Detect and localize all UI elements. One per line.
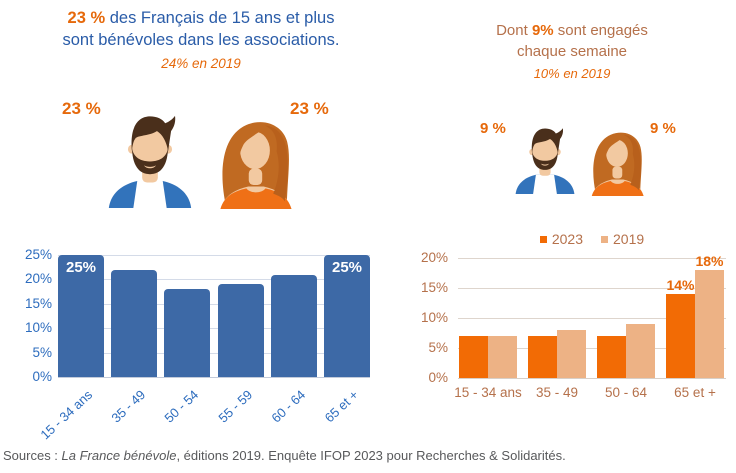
bar-2023-65 et + (666, 294, 695, 378)
right-title-pre: Dont (496, 22, 532, 39)
bar-55 - 59 (217, 284, 264, 377)
x-axis-category-label: 50 - 64 (604, 385, 648, 400)
y-axis-tick-label: 0% (32, 369, 52, 384)
y-axis-tick-label: 5% (32, 344, 52, 360)
sources-footer: Sources : La France bénévole, éditions 2… (3, 448, 733, 463)
gridline (58, 303, 370, 305)
left-title-highlight: 23 % (67, 9, 106, 27)
bar-35 - 49 (111, 269, 158, 377)
gridline (58, 279, 370, 281)
right-title-post: sont engagés (553, 22, 648, 39)
bar-2019-35 - 49 (557, 330, 586, 378)
gridline (458, 318, 726, 319)
bar-2023-35 - 49 (528, 336, 557, 378)
x-axis-line (58, 377, 370, 378)
legend-swatch-2023-icon (539, 235, 547, 243)
legend-item-2019: 2019 (601, 231, 644, 247)
bar-value-label: 25% (65, 259, 97, 276)
legend-swatch-2019-icon (601, 235, 608, 243)
footer-prefix: Sources : (3, 448, 62, 463)
right-title-line2: chaque semaine (516, 43, 628, 60)
female-avatar-icon (207, 112, 303, 210)
bar-2019-65 et + (695, 270, 724, 378)
left-panel-title: 23 % des Français de 15 ans et plus sont… (8, 7, 394, 51)
y-axis-tick-label: 20% (24, 271, 52, 287)
bar-2023-15 - 34 ans (459, 336, 488, 378)
y-axis-tick-label: 25% (24, 247, 52, 262)
y-axis-tick-label: 15% (24, 295, 52, 311)
weekly-engaged-chart: 2023 2019 0% 5% 10% 15% 20% 15 - 34 ans 35 - 49 5… (408, 228, 736, 423)
bar-2019-50 - 64 (626, 324, 655, 378)
x-axis-category-label: 35 - 49 (108, 387, 149, 426)
male-avatar-icon (101, 108, 199, 210)
x-axis-category-label: 15 - 34 ans (37, 387, 96, 443)
footer-italic-title: La France bénévole (61, 448, 177, 463)
legend-label-2019: 2019 (613, 231, 645, 247)
right-male-percent-label: 9 % (480, 120, 506, 137)
right-panel-subtitle: 10% en 2019 (533, 66, 611, 81)
bar-65 et +: 25% (324, 255, 370, 377)
right-panel-title: Dont 9% sont engagés chaque semaine (424, 20, 720, 62)
left-male-percent-label: 23 % (62, 99, 101, 118)
bar-value-label: 25% (331, 259, 363, 276)
left-title-line2: sont bénévoles dans les associations. (62, 31, 340, 49)
left-title-rest: des Français de 15 ans et plus (105, 9, 335, 27)
y-axis-tick-label: 0% (428, 370, 448, 385)
bar-2023-50 - 64 (597, 336, 626, 378)
x-axis-category-label: 65 et + (321, 387, 362, 426)
x-axis-category-label: 55 - 59 (214, 387, 255, 426)
right-female-percent-label: 9 % (650, 120, 676, 137)
y-axis-tick-label: 5% (428, 340, 448, 355)
left-female-percent-label: 23 % (290, 99, 329, 118)
volunteers-by-age-chart: 0% 5% 10% 15% 20% 25% 25% 15 - 34 ans 35 - 49 50 … (18, 246, 388, 451)
chart-legend: 2023 2019 (458, 231, 726, 247)
gridline (58, 328, 370, 330)
bar-value-label: 14% (666, 277, 695, 293)
legend-item-2023: 2023 (539, 231, 583, 247)
y-axis-tick-label: 15% (420, 280, 448, 295)
gridline (58, 255, 370, 256)
gridline (58, 352, 370, 354)
x-axis-category-label: 15 - 34 ans (454, 385, 522, 400)
legend-label-2023: 2023 (551, 231, 583, 247)
gridline (458, 288, 726, 289)
x-axis-category-label: 35 - 49 (535, 385, 579, 400)
x-axis-category-label: 65 et + (674, 385, 716, 400)
x-axis-line (458, 378, 726, 379)
footer-suffix: , éditions 2019. Enquête IFOP 2023 pour … (176, 448, 566, 463)
bar-value-label: 18% (695, 253, 724, 269)
x-axis-category-label: 60 - 64 (268, 387, 309, 426)
female-avatar-small-icon (582, 119, 652, 203)
male-avatar-small-icon (510, 116, 580, 202)
left-panel-subtitle: 24% en 2019 (161, 56, 241, 71)
gridline (458, 348, 726, 349)
right-title-highlight: 9% (531, 22, 554, 39)
x-axis-category-label: 50 - 54 (161, 387, 202, 426)
y-axis-tick-label: 10% (24, 320, 52, 336)
bar-50 - 54 (164, 289, 211, 377)
bar-15 - 34 ans: 25% (58, 255, 104, 377)
gridline (458, 258, 726, 259)
bar-2019-15 - 34 ans (488, 336, 517, 378)
y-axis-tick-label: 20% (420, 250, 448, 265)
bar-60 - 64 (270, 274, 317, 377)
y-axis-tick-label: 10% (420, 310, 448, 325)
